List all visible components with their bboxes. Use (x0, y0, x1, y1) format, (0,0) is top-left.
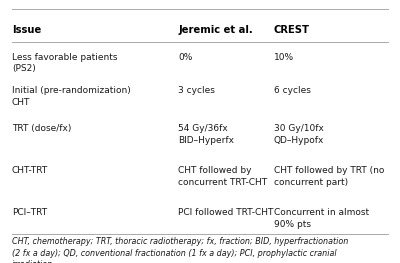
Text: CREST: CREST (274, 25, 310, 35)
Text: PCI–TRT: PCI–TRT (12, 208, 47, 217)
Text: CHT, chemotherapy; TRT, thoracic radiotherapy; fx, fraction; BID, hyperfractiona: CHT, chemotherapy; TRT, thoracic radioth… (12, 237, 348, 263)
Text: CHT followed by TRT (no
concurrent part): CHT followed by TRT (no concurrent part) (274, 166, 384, 187)
Text: Concurrent in almost
90% pts: Concurrent in almost 90% pts (274, 208, 369, 229)
Text: 3 cycles: 3 cycles (178, 86, 215, 95)
Text: TRT (dose/fx): TRT (dose/fx) (12, 124, 71, 133)
Text: CHT-TRT: CHT-TRT (12, 166, 48, 175)
Text: CHT followed by
concurrent TRT-CHT: CHT followed by concurrent TRT-CHT (178, 166, 267, 187)
Text: 54 Gy/36fx
BID–Hyperfx: 54 Gy/36fx BID–Hyperfx (178, 124, 234, 145)
Text: 30 Gy/10fx
QD–Hypofx: 30 Gy/10fx QD–Hypofx (274, 124, 324, 145)
Text: PCI followed TRT-CHT: PCI followed TRT-CHT (178, 208, 273, 217)
Text: 0%: 0% (178, 53, 192, 62)
Text: 10%: 10% (274, 53, 294, 62)
Text: Less favorable patients
(PS2): Less favorable patients (PS2) (12, 53, 118, 73)
Text: Issue: Issue (12, 25, 41, 35)
Text: 6 cycles: 6 cycles (274, 86, 311, 95)
Text: Jeremic et al.: Jeremic et al. (178, 25, 253, 35)
Text: Initial (pre-randomization)
CHT: Initial (pre-randomization) CHT (12, 86, 131, 107)
